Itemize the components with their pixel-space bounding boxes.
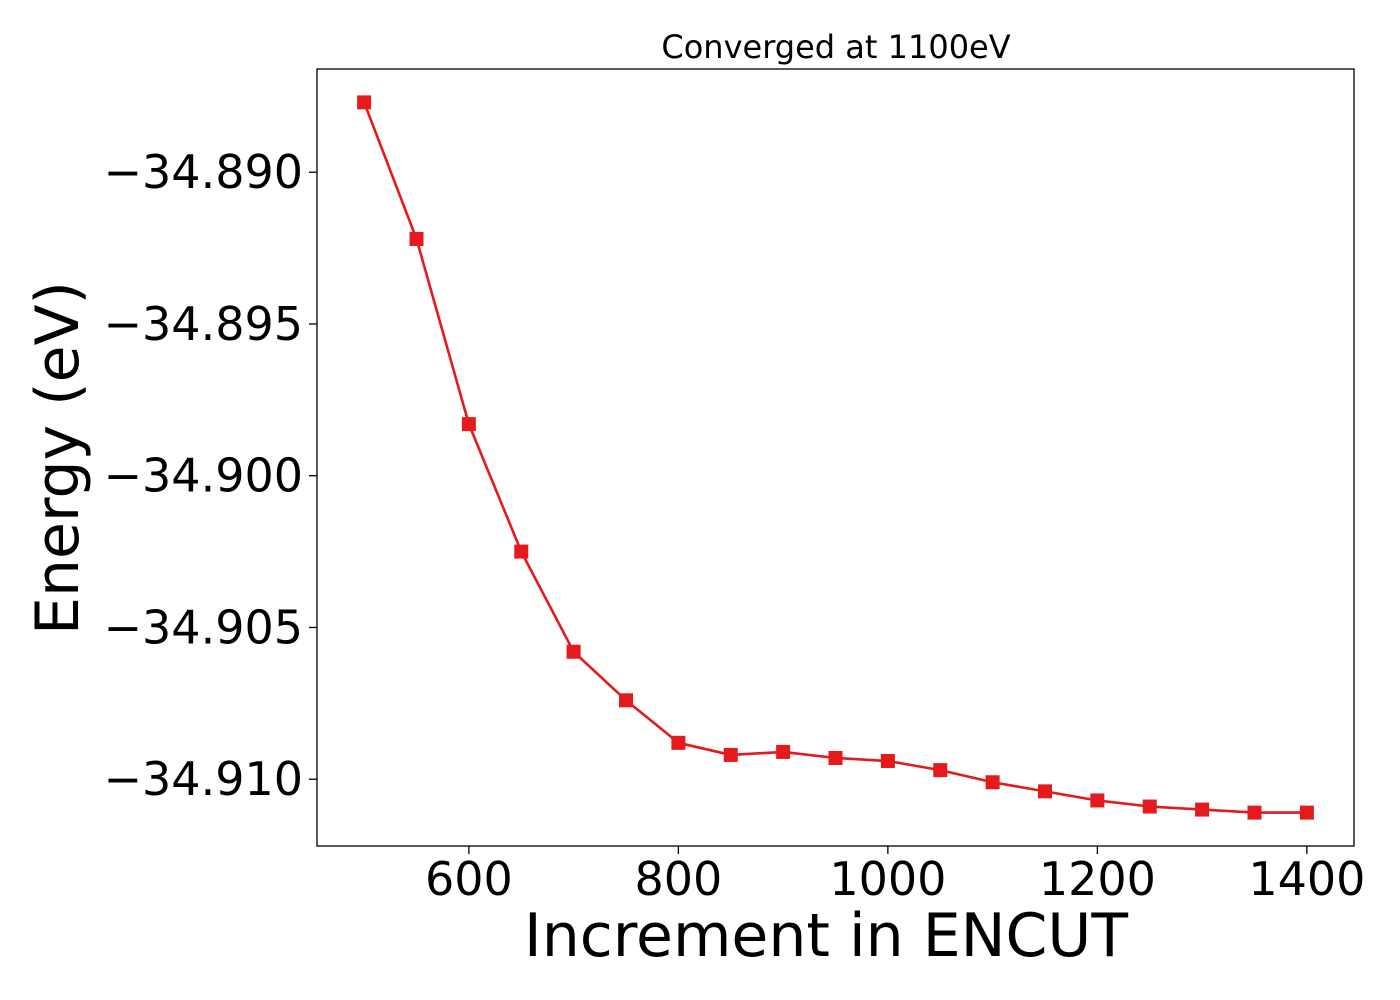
data-point	[409, 231, 424, 246]
y-tick-label: −34.910	[104, 752, 304, 806]
chart-title: Converged at 1100eV	[661, 28, 1010, 66]
data-point	[619, 693, 634, 708]
x-tick-label: 600	[425, 852, 513, 906]
data-point	[357, 95, 372, 110]
data-point	[1299, 805, 1314, 820]
y-axis-ticks: −34.890 −34.895 −34.900 −34.905 −34.910	[104, 145, 317, 806]
data-point	[1195, 802, 1210, 817]
y-axis-label: Energy (eV)	[23, 281, 93, 635]
x-tick-label: 1400	[1248, 852, 1365, 906]
data-point	[566, 644, 581, 659]
data-point	[1247, 805, 1262, 820]
data-point	[985, 775, 1000, 790]
y-tick-label: −34.890	[104, 145, 304, 199]
data-point	[1037, 784, 1052, 799]
data-point	[1142, 799, 1157, 814]
x-axis-ticks: 600 800 1000 1200 1400	[425, 846, 1365, 906]
data-point	[776, 744, 791, 759]
data-point	[723, 747, 738, 762]
data-point	[461, 417, 476, 432]
series-layer	[357, 95, 1314, 820]
data-point	[671, 735, 686, 750]
data-point	[880, 754, 895, 769]
y-tick-label: −34.905	[104, 600, 304, 654]
data-point	[828, 750, 843, 765]
data-point	[1090, 793, 1105, 808]
y-tick-label: −34.895	[104, 297, 304, 351]
x-tick-label: 1200	[1039, 852, 1156, 906]
plot-frame	[316, 68, 1355, 847]
y-tick-label: −34.900	[104, 449, 304, 503]
x-tick-label: 800	[634, 852, 722, 906]
x-tick-label: 1000	[829, 852, 946, 906]
x-axis-label: Increment in ENCUT	[524, 901, 1128, 971]
data-point	[933, 763, 948, 778]
data-point	[514, 544, 529, 559]
